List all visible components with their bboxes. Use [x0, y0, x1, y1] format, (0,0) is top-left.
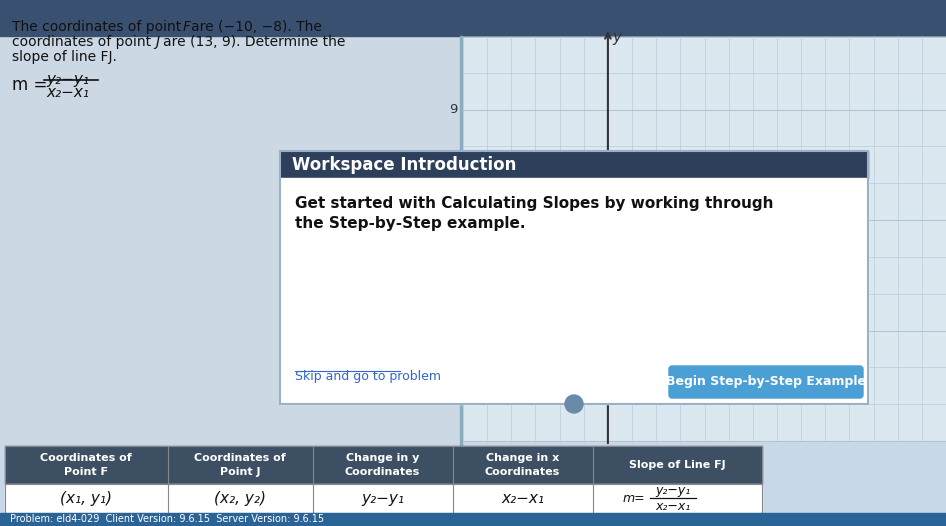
Text: x₂−x₁: x₂−x₁	[655, 500, 691, 513]
Text: F: F	[183, 20, 191, 34]
Bar	[453, 484, 592, 513]
Bar	[593, 484, 762, 513]
Bar	[460, 36, 462, 448]
Text: Workspace Introduction: Workspace Introduction	[292, 156, 517, 174]
Bar	[453, 446, 592, 484]
Text: y₂−y₁: y₂−y₁	[655, 484, 691, 497]
Bar	[0, 36, 462, 448]
Text: 9: 9	[448, 103, 457, 116]
Bar	[168, 446, 312, 484]
Bar	[280, 151, 868, 178]
Bar	[280, 178, 868, 404]
Text: (x₁, y₁): (x₁, y₁)	[60, 491, 112, 506]
Text: Problem: eld4-029  Client Version: 9.6.15  Server Version: 9.6.15: Problem: eld4-029 Client Version: 9.6.15…	[10, 514, 324, 524]
Bar	[168, 484, 312, 513]
Bar	[313, 484, 452, 513]
Text: x₂−x₁: x₂−x₁	[501, 491, 544, 506]
Text: Skip and go to problem: Skip and go to problem	[295, 370, 441, 383]
Text: y₂−y₁: y₂−y₁	[361, 491, 404, 506]
Bar	[0, 513, 946, 526]
Bar	[0, 0, 946, 36]
Bar	[313, 446, 452, 484]
Text: The coordinates of point: The coordinates of point	[12, 20, 185, 34]
Text: are (−10, −8). The: are (−10, −8). The	[191, 20, 322, 34]
Text: Coordinates of
Point F: Coordinates of Point F	[40, 453, 131, 477]
Bar	[280, 151, 868, 404]
Bar	[593, 446, 762, 484]
Text: y₂−y₁: y₂−y₁	[46, 72, 89, 87]
Text: the Step-by-Step example.: the Step-by-Step example.	[295, 216, 525, 231]
Text: 6: 6	[448, 214, 457, 227]
FancyBboxPatch shape	[669, 366, 863, 398]
Circle shape	[565, 395, 583, 413]
Text: J: J	[155, 35, 159, 49]
Text: m =: m =	[12, 76, 53, 94]
Bar	[5, 446, 167, 484]
Text: coordinates of point: coordinates of point	[12, 35, 155, 49]
Text: slope of line FJ.: slope of line FJ.	[12, 50, 117, 64]
Text: (x₂, y₂): (x₂, y₂)	[214, 491, 266, 506]
Text: x₂−x₁: x₂−x₁	[46, 85, 89, 100]
Text: Slope of Line FJ: Slope of Line FJ	[629, 460, 726, 470]
Text: Change in y
Coordinates: Change in y Coordinates	[345, 453, 420, 477]
Text: m=: m=	[622, 492, 645, 505]
Text: y: y	[612, 30, 621, 45]
Text: Coordinates of
Point J: Coordinates of Point J	[194, 453, 286, 477]
Text: Change in x
Coordinates: Change in x Coordinates	[485, 453, 560, 477]
Bar	[463, 36, 946, 441]
Text: Get started with Calculating Slopes by working through: Get started with Calculating Slopes by w…	[295, 196, 774, 211]
Text: Begin Step-by-Step Example: Begin Step-by-Step Example	[666, 376, 866, 389]
Bar	[5, 484, 167, 513]
Text: are (13, 9). Determine the: are (13, 9). Determine the	[163, 35, 345, 49]
Text: 3: 3	[448, 324, 457, 337]
